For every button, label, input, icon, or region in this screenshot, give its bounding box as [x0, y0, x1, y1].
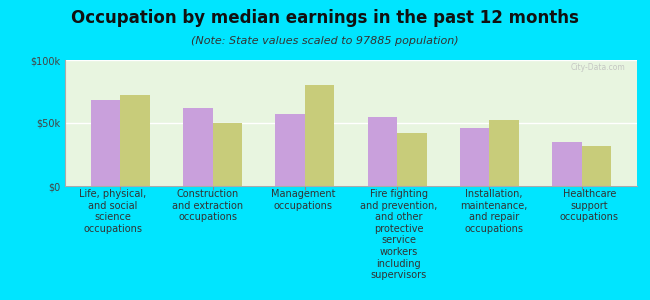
Text: Fire fighting
and prevention,
and other
protective
service
workers
including
sup: Fire fighting and prevention, and other …: [360, 189, 437, 280]
Text: Life, physical,
and social
science
occupations: Life, physical, and social science occup…: [79, 189, 146, 234]
Bar: [582, 146, 611, 186]
Text: (Note: State values scaled to 97885 population): (Note: State values scaled to 97885 popu…: [191, 36, 459, 46]
Bar: [183, 108, 213, 186]
Bar: [368, 117, 397, 186]
Bar: [213, 123, 242, 186]
Text: Construction
and extraction
occupations: Construction and extraction occupations: [172, 189, 244, 222]
Bar: [91, 100, 120, 186]
Text: City-Data.com: City-Data.com: [571, 62, 625, 71]
Text: Installation,
maintenance,
and repair
occupations: Installation, maintenance, and repair oc…: [460, 189, 528, 234]
Text: Occupation by median earnings in the past 12 months: Occupation by median earnings in the pas…: [71, 9, 579, 27]
Bar: [460, 128, 489, 186]
Bar: [276, 114, 305, 186]
Bar: [397, 133, 426, 186]
Text: Management
occupations: Management occupations: [271, 189, 335, 211]
Bar: [120, 95, 150, 186]
Bar: [489, 121, 519, 186]
Bar: [305, 85, 334, 186]
Text: Healthcare
support
occupations: Healthcare support occupations: [560, 189, 619, 222]
Bar: [552, 142, 582, 186]
